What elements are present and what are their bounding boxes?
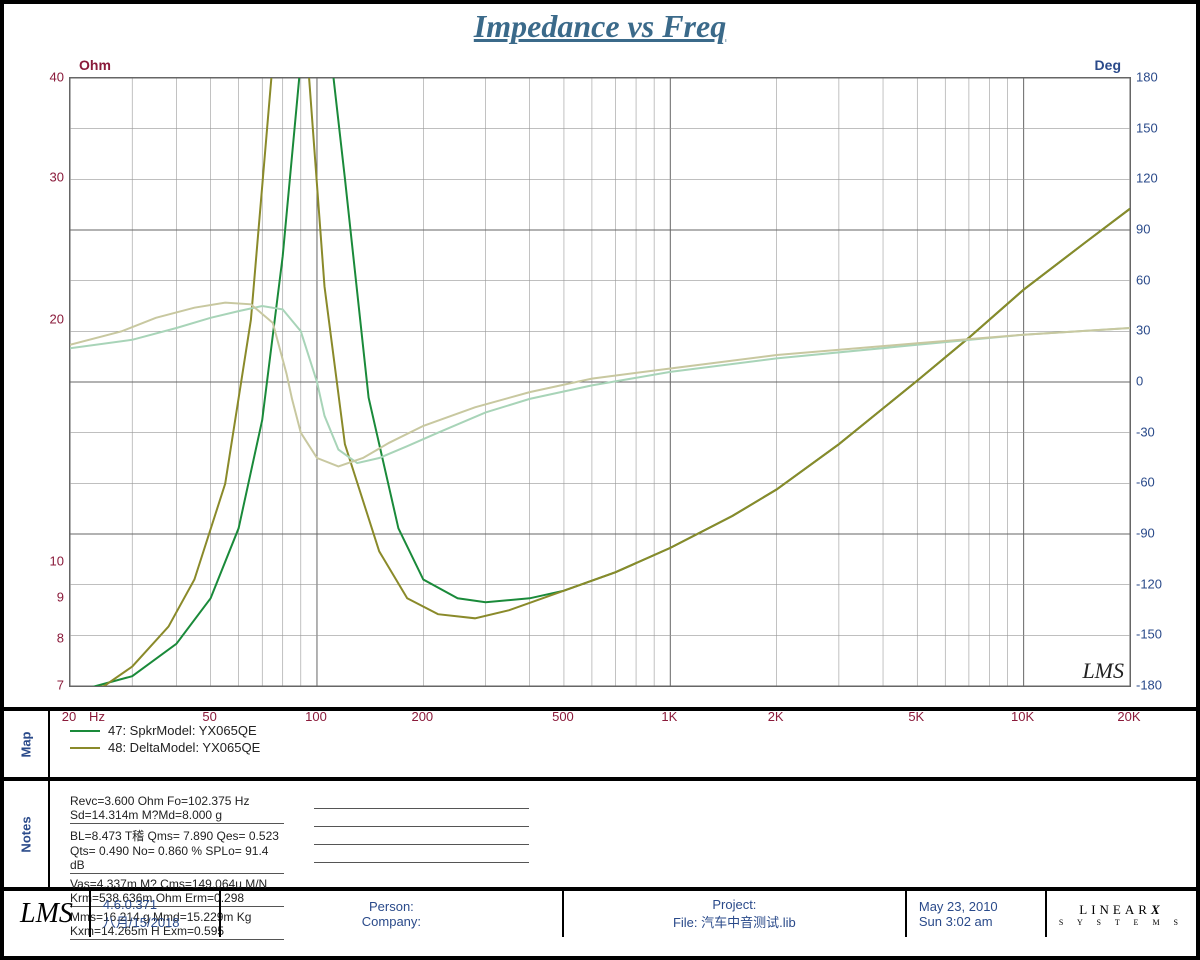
- footer-version: 4.6.0.371 八月/15/2018: [91, 891, 221, 937]
- x-tick: 50: [202, 709, 216, 724]
- notes-body: Revc=3.600 Ohm Fo=102.375 Hz Sd=14.314m …: [50, 781, 549, 887]
- y-right-tick: 60: [1136, 272, 1176, 287]
- y-left-tick: 8: [24, 631, 64, 646]
- legend-tab: Map: [4, 711, 50, 777]
- y-right-tick: 120: [1136, 171, 1176, 186]
- x-tick: 1K: [661, 709, 677, 724]
- brand-text: LINEARX: [1079, 902, 1163, 918]
- y-left-tick: 7: [24, 678, 64, 693]
- chart-title: Impedance vs Freq: [4, 4, 1196, 47]
- x-tick: 500: [552, 709, 574, 724]
- notes-left-col: Revc=3.600 Ohm Fo=102.375 Hz Sd=14.314m …: [70, 791, 284, 877]
- x-unit: Hz: [89, 709, 105, 724]
- notes-line: Revc=3.600 Ohm Fo=102.375 Hz Sd=14.314m …: [70, 791, 284, 824]
- watermark: LMS: [1082, 658, 1124, 684]
- footer-date: May 23, 2010 Sun 3:02 am: [907, 891, 1047, 937]
- y-right-tick: -60: [1136, 475, 1176, 490]
- notes-line: [314, 809, 528, 827]
- y-right-tick: 90: [1136, 222, 1176, 237]
- notes-line: [314, 845, 528, 863]
- footer-project: Project: File: 汽车中音测试.lib: [564, 891, 907, 937]
- y-left-tick: 9: [24, 590, 64, 605]
- y-right-tick: 0: [1136, 374, 1176, 389]
- y-left-label: Ohm: [79, 57, 111, 73]
- y-left-tick: 40: [24, 70, 64, 85]
- x-tick: 20: [62, 709, 76, 724]
- legend-item: 47: SpkrModel: YX065QE: [70, 723, 1176, 738]
- legend-label: 47: SpkrModel: YX065QE: [108, 723, 257, 738]
- y-right-tick: 150: [1136, 120, 1176, 135]
- notes-line: [314, 827, 528, 845]
- x-tick: 5K: [908, 709, 924, 724]
- y-right-tick: 30: [1136, 323, 1176, 338]
- y-right-label: Deg: [1095, 57, 1121, 73]
- footer-brand: LINEARX S Y S T E M S: [1047, 891, 1196, 937]
- notes-section: Notes Revc=3.600 Ohm Fo=102.375 Hz Sd=14…: [4, 777, 1196, 887]
- report-page: Impedance vs Freq Ohm Deg LMS Hz 2050100…: [0, 0, 1200, 960]
- footer-logo: LMS: [4, 891, 91, 937]
- x-tick: 10K: [1011, 709, 1034, 724]
- footer: LMS 4.6.0.371 八月/15/2018 Person: Company…: [4, 887, 1196, 937]
- legend-item: 48: DeltaModel: YX065QE: [70, 740, 1176, 755]
- notes-line: BL=8.473 T稽 Qms= 7.890 Qes= 0.523 Qts= 0…: [70, 824, 284, 874]
- x-tick: 20K: [1117, 709, 1140, 724]
- legend-label: 48: DeltaModel: YX065QE: [108, 740, 260, 755]
- legend-swatch: [70, 747, 100, 749]
- y-left-tick: 20: [24, 311, 64, 326]
- plot-svg: [70, 78, 1130, 686]
- y-left-tick: 10: [24, 553, 64, 568]
- notes-tab: Notes: [4, 781, 50, 887]
- x-tick: 200: [411, 709, 433, 724]
- y-right-tick: -30: [1136, 424, 1176, 439]
- y-right-tick: -150: [1136, 627, 1176, 642]
- y-right-tick: -120: [1136, 576, 1176, 591]
- x-tick: 100: [305, 709, 327, 724]
- series-47-phase: [70, 306, 1130, 463]
- plot-area: LMS: [69, 77, 1131, 687]
- legend-swatch: [70, 730, 100, 732]
- x-tick: 2K: [768, 709, 784, 724]
- notes-right-col: [314, 791, 528, 877]
- y-right-tick: -180: [1136, 678, 1176, 693]
- y-right-tick: 180: [1136, 70, 1176, 85]
- notes-line: [314, 791, 528, 809]
- y-right-tick: -90: [1136, 526, 1176, 541]
- chart-container: Ohm Deg LMS Hz 20501002005001K2K5K10K20K…: [14, 47, 1186, 707]
- footer-person: Person: Company:: [221, 891, 564, 937]
- y-left-tick: 30: [24, 170, 64, 185]
